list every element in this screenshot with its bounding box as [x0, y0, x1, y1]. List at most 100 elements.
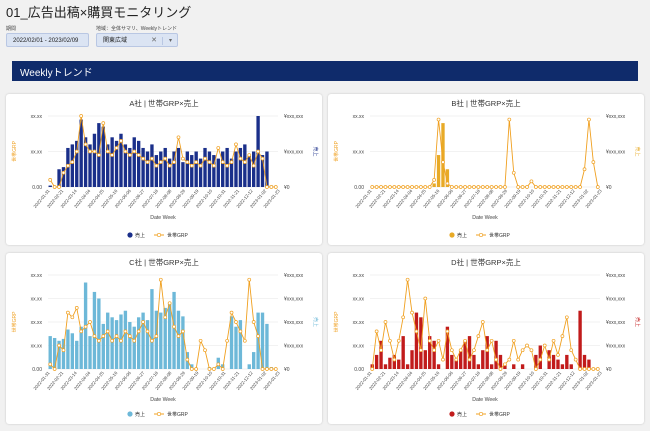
grp-point	[114, 146, 119, 150]
grp-point	[203, 348, 207, 353]
grp-point	[476, 185, 481, 189]
bar	[114, 140, 119, 187]
grp-point	[105, 329, 110, 334]
grp-point	[154, 163, 159, 168]
grp-point	[52, 367, 57, 371]
grp-point	[441, 357, 445, 362]
grp-point	[573, 185, 578, 189]
grp-point	[427, 185, 432, 189]
grp-point	[410, 310, 414, 315]
grp-point	[238, 329, 243, 334]
bar	[154, 155, 159, 187]
grp-point	[560, 185, 565, 189]
bar	[587, 359, 591, 369]
grp-point	[158, 160, 163, 165]
grp-point	[119, 138, 123, 143]
y-tick-right: ¥xxx,xxx	[606, 273, 626, 279]
grp-line	[371, 279, 598, 371]
bar	[463, 340, 467, 369]
y-tick-left: xx.xx	[31, 297, 43, 303]
left-axis-title: 世帯GRP	[333, 311, 340, 333]
grp-point	[247, 153, 252, 157]
grp-point	[529, 179, 534, 184]
grp-point	[388, 185, 392, 189]
grp-point	[573, 357, 578, 362]
grp-point	[273, 185, 278, 189]
grp-point	[542, 343, 547, 348]
grp-point	[419, 185, 423, 189]
grp-point	[265, 185, 269, 189]
chart-title: A社 | 世帯GRP×売上	[129, 98, 199, 108]
grp-point	[383, 185, 388, 189]
grp-point	[127, 153, 132, 157]
grp-point	[61, 348, 66, 353]
bar	[538, 345, 542, 369]
grp-point	[251, 163, 256, 168]
bar	[423, 350, 427, 369]
grp-point	[556, 185, 560, 189]
grp-point	[542, 185, 547, 189]
bar	[238, 147, 243, 187]
bar	[472, 354, 476, 369]
bar	[70, 333, 75, 369]
legend-sales-marker	[127, 232, 133, 238]
bar	[163, 307, 167, 369]
grp-point	[88, 320, 92, 324]
bar	[110, 137, 114, 187]
y-tick-left: xx.xx	[31, 273, 43, 279]
grp-point	[551, 338, 556, 343]
grp-point	[225, 163, 229, 168]
grp-point	[172, 160, 176, 165]
period-filter[interactable]: 2022/02/01 - 2023/02/09	[6, 33, 89, 47]
bar	[238, 320, 243, 369]
bar	[489, 364, 494, 369]
chevron-down-icon[interactable]: ▾	[168, 38, 172, 44]
grp-point	[70, 160, 75, 165]
grp-point	[48, 178, 53, 182]
bar	[436, 155, 441, 187]
clear-icon[interactable]: ✕	[151, 37, 157, 44]
filter-divider	[162, 37, 163, 45]
grp-point	[432, 178, 436, 182]
bar	[190, 155, 194, 187]
grp-point	[127, 334, 132, 338]
grp-point	[503, 362, 507, 367]
grp-point	[163, 315, 168, 320]
grp-point	[595, 185, 600, 189]
grp-point	[423, 296, 428, 301]
section-title: Weeklyトレンド	[20, 68, 93, 79]
region-filter[interactable]: 関東広域 ✕ ▾	[96, 33, 178, 47]
grp-point	[525, 343, 529, 348]
grp-point	[534, 367, 538, 371]
grp-point	[587, 117, 591, 122]
grp-point	[48, 362, 53, 367]
bar	[207, 151, 212, 187]
bar	[101, 126, 105, 187]
bar	[476, 364, 481, 369]
grp-point	[141, 156, 145, 161]
y-tick-right: ¥xxx,xxx	[284, 273, 304, 279]
grp-point	[57, 185, 61, 189]
grp-point	[445, 329, 450, 334]
bar	[247, 155, 251, 187]
y-tick-right: ¥0	[284, 185, 290, 191]
grp-point	[181, 329, 185, 334]
bar	[176, 310, 181, 369]
bar	[534, 354, 538, 369]
bar	[419, 317, 423, 369]
grp-point	[97, 153, 101, 157]
grp-point	[150, 156, 154, 161]
grp-point	[265, 367, 269, 371]
legend-grp-label: 世帯GRP	[167, 411, 189, 418]
grp-point	[234, 320, 238, 324]
grp-point	[405, 185, 410, 189]
bar	[565, 354, 569, 369]
bar	[181, 162, 185, 187]
grp-point	[145, 160, 150, 165]
bar	[401, 336, 405, 369]
grp-point	[176, 334, 181, 338]
chart-card-c: C社 | 世帯GRP×売上 xx.xx ¥xxx,xxx xx.xx ¥xxx,xxx x…	[6, 253, 322, 424]
grp-point	[83, 142, 88, 147]
y-tick-right: ¥xxx,xxx	[606, 114, 626, 120]
grp-point	[203, 156, 207, 161]
